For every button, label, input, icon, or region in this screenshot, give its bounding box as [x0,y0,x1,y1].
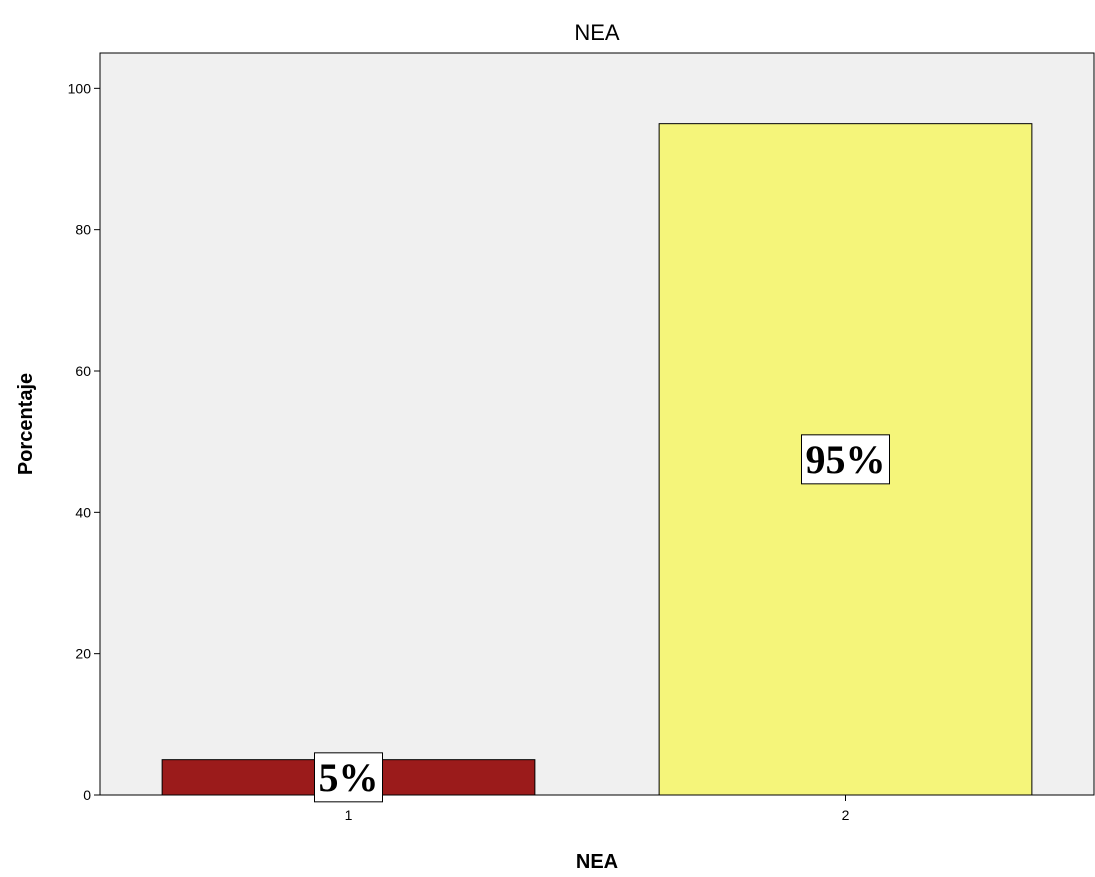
x-tick-label: 1 [345,807,353,823]
x-axis-title: NEA [576,851,618,872]
y-tick-label: 80 [75,222,91,238]
y-tick-label: 0 [83,787,91,803]
y-axis: 0 20 40 60 80 100 [68,80,100,803]
data-label-box [314,752,383,803]
data-label: 95% [801,434,890,485]
y-tick-label: 40 [75,504,91,520]
data-label-text: 5% [319,755,379,800]
y-axis-title: Porcentaje [15,373,37,475]
x-tick-label: 2 [842,807,850,823]
data-label-text: 95% [806,437,886,482]
data-labels-layer: 5% 95% [314,434,890,803]
y-tick-label: 20 [75,646,91,662]
chart-title: NEA [574,20,620,45]
data-label-box [801,434,890,485]
y-tick-label: 60 [75,363,91,379]
data-label: 5% [314,752,383,803]
y-tick-label: 100 [68,80,92,96]
